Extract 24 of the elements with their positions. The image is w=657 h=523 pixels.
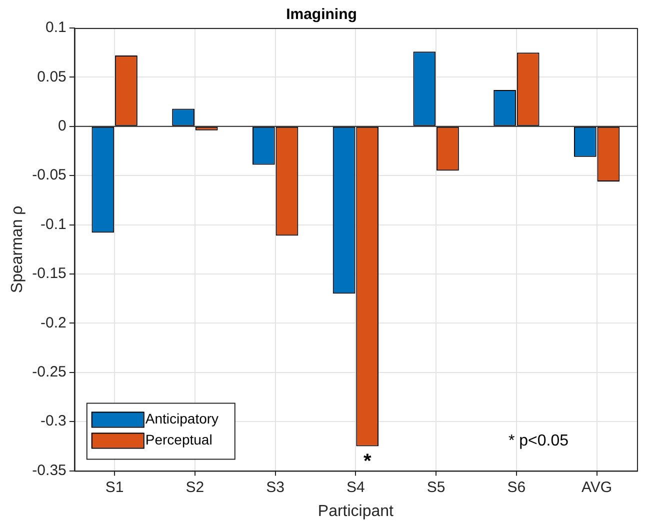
x-axis-title: Participant <box>318 502 394 520</box>
x-tick-label: S2 <box>186 478 204 496</box>
x-tick-label: S1 <box>105 478 124 496</box>
y-axis-title: Spearman ρ <box>9 206 26 294</box>
legend-label: Perceptual <box>145 432 212 448</box>
y-tick-label: -0.1 <box>40 216 66 233</box>
y-tick-label: -0.05 <box>32 166 66 184</box>
x-tick-label: S3 <box>266 478 284 496</box>
y-tick-label: 0.05 <box>37 68 66 86</box>
x-tick-label: AVG <box>582 478 612 496</box>
legend-label: Anticipatory <box>145 410 219 427</box>
chart-title: Imagining <box>286 6 357 24</box>
y-tick-label: -0.25 <box>32 364 66 381</box>
x-tick-label: S4 <box>346 478 365 496</box>
x-tick-label: S5 <box>426 478 446 496</box>
y-tick-label: -0.35 <box>32 462 66 479</box>
x-tick-label: S6 <box>507 478 526 496</box>
y-tick-label: -0.15 <box>32 265 66 282</box>
annotation: * p<0.05 <box>508 432 569 450</box>
y-tick-label: -0.3 <box>40 412 66 430</box>
annotation: * <box>363 450 372 473</box>
y-tick-label: 0.1 <box>46 19 66 36</box>
y-tick-label: -0.2 <box>40 314 66 332</box>
y-tick-label: 0 <box>58 118 66 135</box>
